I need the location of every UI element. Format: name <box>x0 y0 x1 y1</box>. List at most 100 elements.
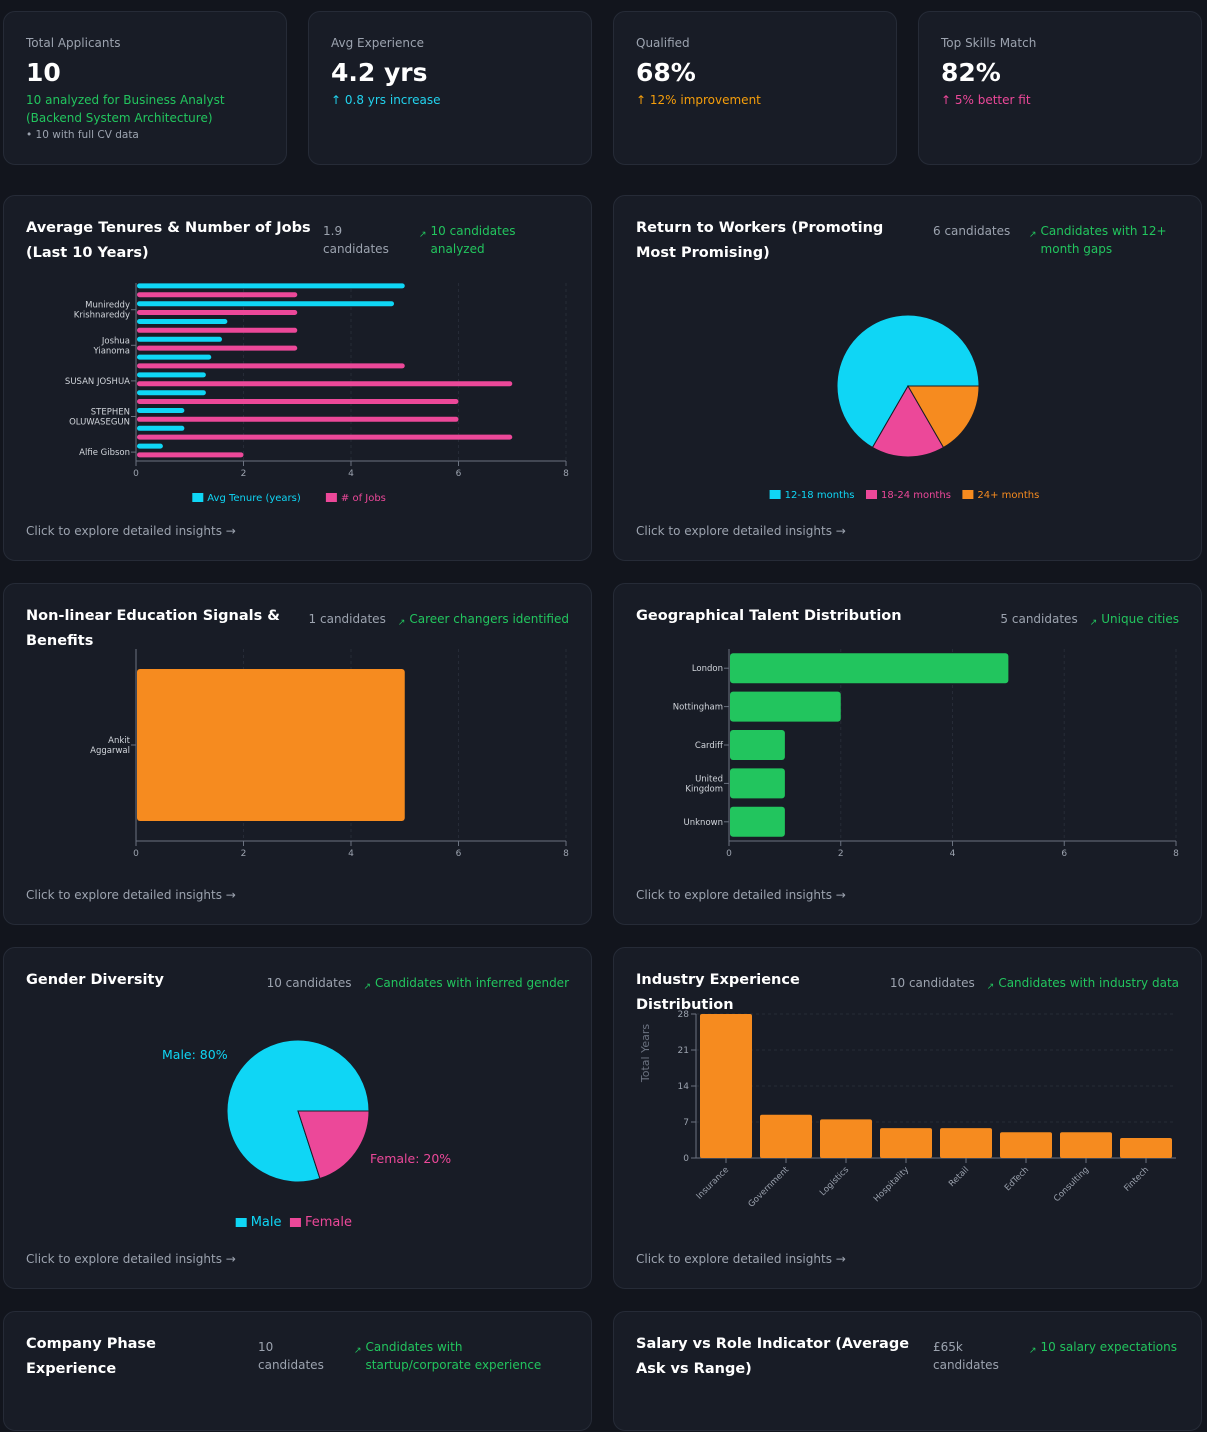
bar <box>700 1014 752 1158</box>
x-tick-label: 8 <box>563 469 569 479</box>
geo-card[interactable]: 0 2 4 6 8 London Nottingham Cardiff United Kingdo… <box>613 583 1202 925</box>
tenure-card[interactable]: 0 2 4 6 8 Munireddy Krishnareddy Joshua Yianoma S… <box>3 195 592 561</box>
x-tick-label: 6 <box>1061 849 1067 859</box>
trending-up-icon: ↗ <box>1089 618 1098 628</box>
card-header: Non-linear Education Signals & Benefits 1… <box>26 604 569 654</box>
card-header: Average Tenures & Number of Jobs (Last 1… <box>26 216 569 266</box>
kpi-note: • 10 with full CV data <box>26 129 139 141</box>
bar <box>137 301 394 307</box>
x-tick-label: 2 <box>838 849 844 859</box>
card-header: Return to Workers (Promoting Most Promis… <box>636 216 1179 266</box>
y-tick-label: OLUWASEGUN <box>69 418 130 428</box>
bar <box>137 372 206 378</box>
trend-note: ↗ Unique cities <box>1090 610 1179 632</box>
y-tick-label: Munireddy <box>85 301 130 311</box>
card-title: Return to Workers (Promoting Most Promis… <box>636 220 884 261</box>
x-tick-label: 0 <box>726 849 732 859</box>
bar <box>1000 1132 1052 1158</box>
kpi-card[interactable]: Qualified 68% ↑ 12% improvement <box>613 11 897 165</box>
trend-text: 10 salary expectations <box>1040 1340 1177 1354</box>
kpi-card[interactable]: Avg Experience 4.2 yrs ↑ 0.8 yrs increase <box>308 11 592 165</box>
x-tick-label: 8 <box>1173 849 1179 859</box>
candidate-count: £65k candidates <box>933 1340 999 1372</box>
candidate-count: 10 candidates <box>258 1340 324 1372</box>
candidate-count: 1 candidates <box>308 612 386 626</box>
x-tick-label: 8 <box>563 849 569 859</box>
bar <box>137 345 298 351</box>
trend-note: ↗ Candidates with startup/corporate exper… <box>354 1338 569 1374</box>
x-tick-label: 4 <box>348 849 354 859</box>
card-title: Geographical Talent Distribution <box>636 608 902 624</box>
x-tick-label: 2 <box>241 469 247 479</box>
card-title: Non-linear Education Signals & Benefits <box>26 608 280 649</box>
bar <box>820 1119 872 1158</box>
trend-text: 10 candidates analyzed <box>430 224 516 256</box>
card-header: Geographical Talent Distribution 5 candid… <box>636 604 1179 632</box>
trend-text: Candidates with 12+ month gaps <box>1040 224 1167 256</box>
y-tick-label: Ankit <box>108 736 130 746</box>
explore-insights-link[interactable]: Click to explore detailed insights → <box>26 888 236 902</box>
trend-note: ↗ Candidates with inferred gender <box>363 974 569 996</box>
trend-note: ↗ Candidates with industry data <box>987 974 1179 996</box>
x-tick-label: Fintech <box>1122 1165 1151 1194</box>
y-tick-label: Alfie Gibson <box>79 448 130 458</box>
trend-note: ↗ 10 candidates analyzed <box>419 222 569 258</box>
x-tick-label: Insurance <box>695 1165 732 1202</box>
legend-swatch <box>289 1218 301 1227</box>
trend-text: Candidates with startup/corporate experi… <box>365 1340 542 1372</box>
gender-card[interactable]: Male: 80% Female: 20% Male Female Gender Div… <box>3 947 592 1289</box>
legend-label: 12-18 months <box>785 490 855 501</box>
x-tick-label: 6 <box>456 849 462 859</box>
kpi-subtext: 10 analyzed for Business Analyst (Backen… <box>26 93 225 125</box>
trending-up-icon: ↗ <box>363 982 372 992</box>
returners-card[interactable]: 12-18 months 18-24 months 24+ months Return… <box>613 195 1202 561</box>
card-title: Gender Diversity <box>26 972 164 988</box>
explore-insights-link[interactable]: Click to explore detailed insights → <box>636 888 846 902</box>
bar <box>730 730 785 760</box>
phase-card[interactable]: Company Phase Experience 10 candidates ↗ Ca… <box>3 1311 592 1431</box>
kpi-value: 10 <box>26 58 61 87</box>
y-tick-label: Aggarwal <box>90 746 130 756</box>
kpi-subtext: ↑ 5% better fit <box>941 93 1031 107</box>
x-tick-label: 2 <box>241 849 247 859</box>
legend-swatch <box>325 493 337 502</box>
kpi-card[interactable]: Total Applicants 10 10 analyzed for Busine… <box>3 11 287 165</box>
trending-up-icon: ↗ <box>986 982 995 992</box>
trend-note: ↗ Career changers identified <box>398 610 569 632</box>
salary-card[interactable]: Salary vs Role Indicator (Average Ask vs… <box>613 1311 1202 1431</box>
bar <box>137 381 513 387</box>
trend-text: Candidates with industry data <box>998 976 1179 990</box>
kpi-card[interactable]: Top Skills Match 82% ↑ 5% better fit <box>918 11 1202 165</box>
pie-label: Male: 80% <box>162 1047 228 1062</box>
bar <box>940 1128 992 1158</box>
x-tick-label: EdTech <box>1003 1165 1031 1193</box>
legend-swatch <box>866 490 877 499</box>
bar <box>137 283 405 289</box>
explore-insights-link[interactable]: Click to explore detailed insights → <box>636 524 846 538</box>
kpi-value: 4.2 yrs <box>331 58 428 87</box>
y-tick-label: STEPHEN <box>91 408 130 418</box>
education-card[interactable]: 0 2 4 6 8 Ankit Aggarwal Non-linear Education S… <box>3 583 592 925</box>
trending-up-icon: ↗ <box>354 1346 362 1356</box>
bar <box>137 292 298 298</box>
kpi-subtext: ↑ 0.8 yrs increase <box>331 93 441 107</box>
card-header: Industry Experience Distribution 10 candi… <box>636 968 1179 1018</box>
trend-note: ↗ Candidates with 12+ month gaps <box>1029 222 1179 258</box>
explore-insights-link[interactable]: Click to explore detailed insights → <box>26 1252 236 1266</box>
x-tick-label: 4 <box>348 469 354 479</box>
explore-insights-link[interactable]: Click to explore detailed insights → <box>26 524 236 538</box>
y-tick-label: United <box>695 774 723 784</box>
bar <box>137 319 228 324</box>
trending-up-icon: ↗ <box>419 230 427 240</box>
kpi-subtext: ↑ 12% improvement <box>636 93 761 107</box>
y-tick-label: SUSAN JOSHUA <box>65 377 130 387</box>
legend-swatch <box>962 490 974 499</box>
trending-up-icon: ↗ <box>1029 1346 1037 1356</box>
card-title: Industry Experience Distribution <box>636 972 800 1013</box>
industry-card[interactable]: 0 7 14 21 28 Total Years Insurance Government Lo… <box>613 947 1202 1289</box>
y-tick-label: Krishnareddy <box>74 311 130 321</box>
y-tick-label: Yianoma <box>92 346 130 356</box>
kpi-label: Total Applicants <box>26 36 121 50</box>
legend-label: 24+ months <box>977 490 1039 501</box>
explore-insights-link[interactable]: Click to explore detailed insights → <box>636 1252 846 1266</box>
